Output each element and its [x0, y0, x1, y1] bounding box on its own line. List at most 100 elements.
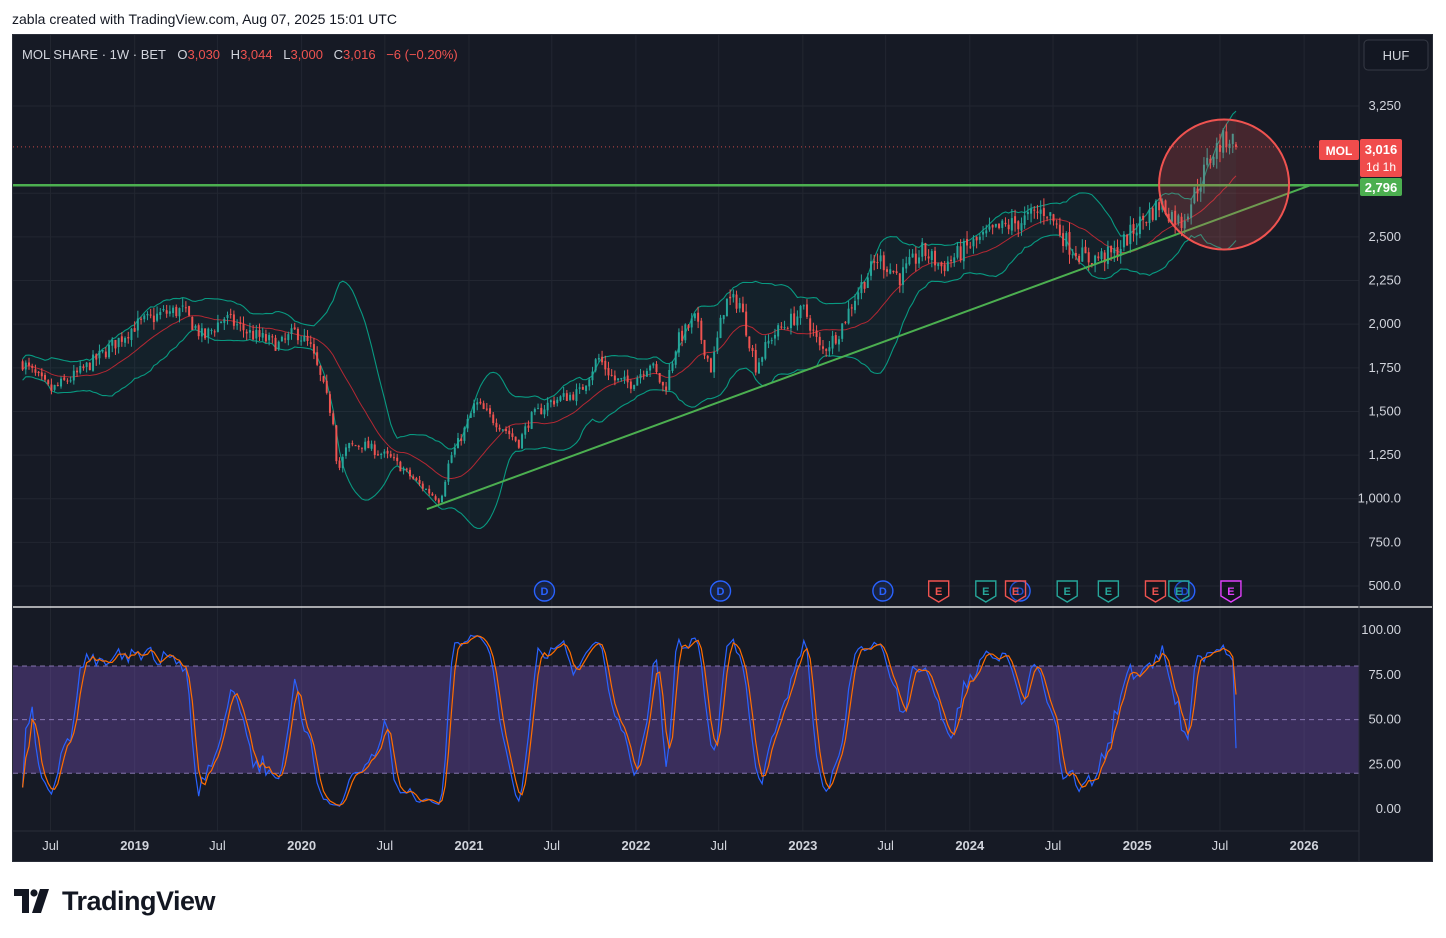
- candle: [556, 397, 559, 407]
- candle-body: [338, 460, 341, 468]
- candle-body: [847, 308, 850, 324]
- candle-body: [1186, 216, 1189, 220]
- candle-body: [943, 264, 946, 272]
- earnings-marker[interactable]: E: [1056, 580, 1078, 603]
- earnings-marker[interactable]: E: [1097, 580, 1120, 603]
- candle-body: [364, 441, 367, 450]
- candle-body: [905, 263, 908, 269]
- candle-body: [505, 429, 508, 432]
- marker-letter: E: [982, 586, 989, 598]
- marker-letter: E: [1227, 586, 1234, 598]
- candle-body: [40, 372, 43, 377]
- candle: [1081, 239, 1084, 262]
- candle-body: [950, 259, 953, 261]
- currency-label[interactable]: HUF: [1383, 48, 1410, 63]
- candle: [537, 403, 540, 410]
- candle-body: [729, 296, 732, 299]
- candle-body: [114, 339, 117, 349]
- candle: [232, 310, 235, 330]
- candle-body: [665, 386, 668, 391]
- candle: [617, 378, 620, 382]
- candle-body: [495, 422, 498, 428]
- candle: [754, 343, 757, 376]
- chart-caption: zabla created with TradingView.com, Aug …: [12, 11, 397, 27]
- candle: [921, 238, 924, 262]
- candle: [34, 364, 37, 376]
- candle-body: [1103, 252, 1106, 263]
- candle: [392, 453, 395, 461]
- candle: [447, 460, 450, 486]
- candle: [837, 335, 840, 352]
- candle: [204, 328, 207, 340]
- drawings[interactable]: [13, 118, 1359, 511]
- candle: [63, 374, 66, 381]
- candle-body: [354, 445, 357, 447]
- candle: [1039, 200, 1042, 224]
- candle-body: [184, 307, 187, 309]
- earnings-marker[interactable]: E: [927, 580, 950, 603]
- candle: [1170, 210, 1173, 223]
- earnings-marker[interactable]: E: [1004, 580, 1027, 603]
- time-tick-label: 2024: [955, 838, 985, 853]
- candle: [485, 402, 488, 412]
- chart-frame[interactable]: 3,250 2,500 2,250 2,000 1,750 1,500 1,250 1,000…: [12, 34, 1433, 862]
- candle: [168, 305, 171, 317]
- candle: [380, 452, 383, 460]
- candle-body: [24, 362, 27, 370]
- candle-body: [367, 440, 370, 449]
- earnings-marker[interactable]: E: [1220, 580, 1242, 603]
- candle: [748, 336, 751, 352]
- dividend-marker[interactable]: D: [709, 580, 732, 602]
- candle: [373, 440, 376, 459]
- candle-body: [697, 312, 700, 322]
- candle: [194, 324, 197, 330]
- price-tick-label: 2,500: [1368, 229, 1401, 244]
- candle: [1190, 198, 1193, 225]
- candle: [1046, 215, 1049, 222]
- dividend-marker[interactable]: D: [533, 580, 556, 602]
- candle: [719, 314, 722, 339]
- candle-body: [47, 380, 50, 384]
- candle-body: [821, 346, 824, 349]
- candle-body: [572, 394, 575, 400]
- tradingview-logo[interactable]: TradingView: [14, 884, 216, 918]
- candle-body: [642, 374, 645, 376]
- candle-body: [575, 389, 578, 402]
- candle: [367, 436, 370, 449]
- candle: [713, 346, 716, 378]
- candle-body: [684, 324, 687, 341]
- candle-body: [66, 380, 69, 382]
- candle: [1023, 206, 1026, 229]
- candle-body: [543, 409, 546, 415]
- candle: [444, 480, 447, 498]
- candle-body: [793, 313, 796, 325]
- candle: [591, 366, 594, 386]
- candle: [252, 324, 255, 341]
- candle: [1129, 216, 1132, 253]
- candle-body: [248, 330, 251, 333]
- dividend-marker[interactable]: D: [872, 580, 894, 602]
- currency-button[interactable]: HUF: [1363, 39, 1429, 71]
- candle-body: [200, 328, 203, 337]
- earnings-marker[interactable]: E: [975, 580, 997, 603]
- highlight-circle[interactable]: [1158, 118, 1291, 251]
- bollinger-fill: [22, 111, 1237, 529]
- candle-body: [498, 427, 501, 430]
- marker-shape: [927, 580, 950, 603]
- chart-canvas[interactable]: 3,250 2,500 2,250 2,000 1,750 1,500 1,250 1,000…: [13, 35, 1432, 861]
- candle-body: [770, 340, 773, 342]
- earnings-marker[interactable]: E: [1168, 580, 1190, 603]
- candle-body: [1164, 200, 1167, 215]
- candle-body: [1138, 216, 1141, 234]
- event-markers[interactable]: DDDEEDEEEEDEE: [533, 580, 1242, 603]
- candle-body: [1036, 211, 1039, 213]
- candle: [1193, 186, 1196, 205]
- candle-body: [671, 363, 674, 371]
- candle-body: [655, 364, 658, 373]
- price-tick-label: 3,250: [1368, 98, 1401, 113]
- candle-body: [159, 311, 162, 315]
- grid: [13, 35, 1359, 831]
- earnings-marker[interactable]: E: [1144, 580, 1167, 603]
- trendline[interactable]: [426, 184, 1311, 511]
- candle: [1222, 128, 1225, 159]
